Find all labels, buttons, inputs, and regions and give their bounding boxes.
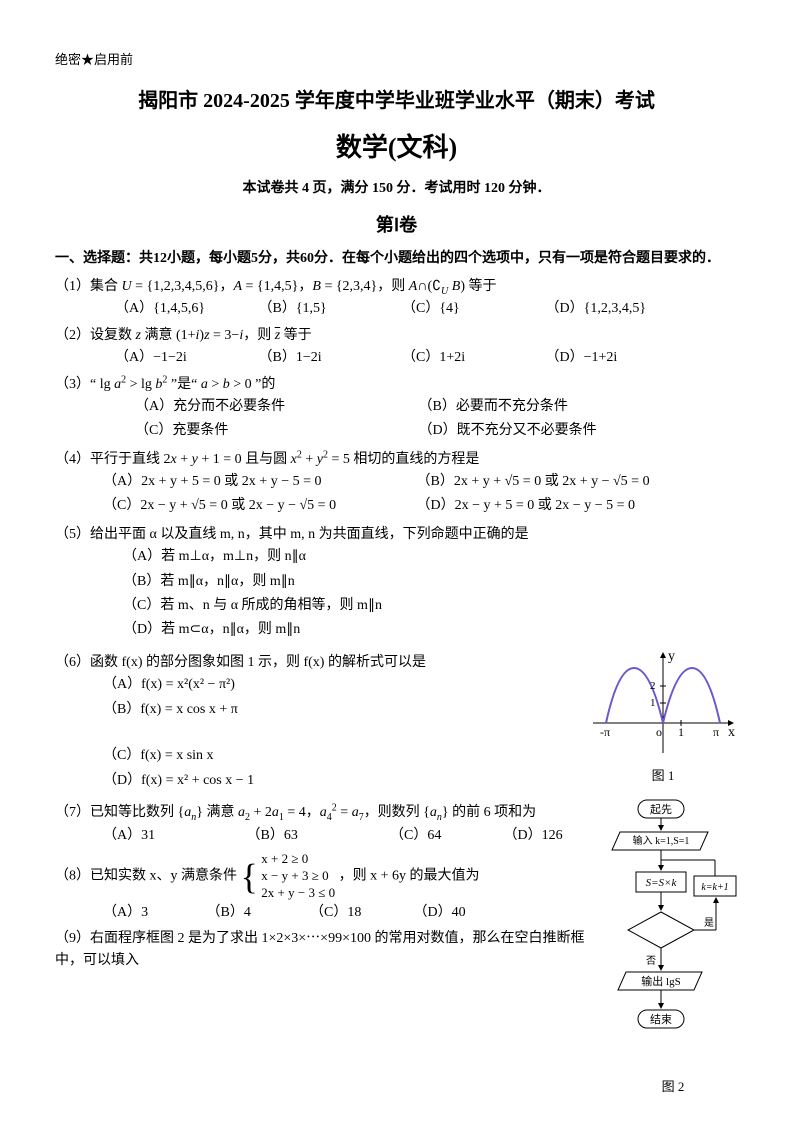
q8-lead: （8）已知实数 x、y 满意条件 xyxy=(55,869,237,884)
q6-opt-c: （C）f(x) = x sin x xyxy=(103,745,413,767)
svg-text:结束: 结束 xyxy=(650,1013,672,1026)
svg-text:S=S×k: S=S×k xyxy=(646,877,678,889)
exam-title: 揭阳市 2024-2025 学年度中学毕业班学业水平（期末）考试 xyxy=(55,85,738,117)
question-5: （5）给出平面 α 以及直线 m, n，其中 m, n 为共面直线，下列命题中正… xyxy=(55,524,738,644)
q8-opt-c: （C）18 xyxy=(310,902,410,924)
q7-stem: （7）已知等比数列 {an} 满意 a2 + 2a1 = 4，a42 = a7，… xyxy=(55,802,602,824)
figure-1: x y -π o 1 π 1 2 图 1 xyxy=(588,648,738,787)
q1-opt-c: （C）{4} xyxy=(402,298,542,320)
q2-opt-d: （D）−1+2i xyxy=(546,347,686,369)
q4-opt-c: （C）2x − y + √5 = 0 或 2x − y − √5 = 0 xyxy=(103,495,413,517)
q2-opt-b: （B）1−2i xyxy=(259,347,399,369)
q9-stem: （9）右面程序框图 2 是为了求出 1×2×3×⋯×99×100 的常用对数值，… xyxy=(55,928,602,973)
q4-opt-b: （B）2x + y + √5 = 0 或 2x + y − √5 = 0 xyxy=(417,471,727,493)
q8-cond-1: x + 2 ≥ 0 xyxy=(261,851,308,866)
q5-opt-a: （A）若 m⊥α，m⊥n，则 n∥α xyxy=(123,546,433,568)
q3-opt-a: （A）充分而不必要条件 xyxy=(135,396,415,418)
q2-opt-a: （A）−1−2i xyxy=(115,347,255,369)
question-8: （8）已知实数 x、y 满意条件 { x + 2 ≥ 0 x − y + 3 ≥… xyxy=(55,851,602,924)
svg-text:否: 否 xyxy=(646,955,656,967)
svg-text:o: o xyxy=(656,725,662,739)
svg-text:输出 lgS: 输出 lgS xyxy=(641,974,680,988)
q8-opt-d: （D）40 xyxy=(414,902,504,924)
svg-text:k=k+1: k=k+1 xyxy=(701,882,728,893)
svg-text:x: x xyxy=(728,725,735,740)
question-4: （4）平行于直线 2x + y + 1 = 0 且与圆 x2 + y2 = 5 … xyxy=(55,449,738,520)
figure-1-caption: 图 1 xyxy=(588,766,738,787)
q5-opt-b: （B）若 m∥α，n∥α，则 m∥n xyxy=(123,571,433,593)
q6-opt-b: （B）f(x) = x cos x + π xyxy=(103,699,413,721)
q8-tail: ，则 x + 6y 的最大值为 xyxy=(339,869,480,884)
q8-cond-2: x − y + 3 ≥ 0 xyxy=(261,868,328,883)
q1-stem: （1）集合 U = {1,2,3,4,5,6}，A = {1,4,5}，B = … xyxy=(55,276,738,298)
q6-opt-d: （D）f(x) = x² + cos x − 1 xyxy=(103,770,413,792)
q8-stem: （8）已知实数 x、y 满意条件 { x + 2 ≥ 0 x − y + 3 ≥… xyxy=(55,851,602,902)
q2-stem: （2）设复数 z 满意 (1+i)z = 3−i，则 z 等于 xyxy=(55,325,738,347)
subject-title: 数学(文科) xyxy=(55,127,738,169)
q7-opt-b: （B）63 xyxy=(247,825,387,847)
q8-opt-a: （A）3 xyxy=(103,902,203,924)
exam-info: 本试卷共 4 页，满分 150 分．考试用时 120 分钟． xyxy=(55,178,738,200)
q7-opt-d: （D）126 xyxy=(504,825,594,847)
figure-2: 起先 输入 k=1,S=1 S=S×k 是 k=k+1 否 输 xyxy=(608,798,738,1097)
q7-opt-c: （C）64 xyxy=(390,825,500,847)
figure-2-caption: 图 2 xyxy=(608,1077,738,1098)
svg-text:是: 是 xyxy=(704,917,714,929)
q2-opt-c: （C）1+2i xyxy=(402,347,542,369)
q5-opt-d: （D）若 m⊂α，n∥α，则 m∥n xyxy=(123,619,433,641)
question-7: （7）已知等比数列 {an} 满意 a2 + 2a1 = 4，a42 = a7，… xyxy=(55,802,602,847)
q8-opt-b: （B）4 xyxy=(207,902,307,924)
svg-text:输入 k=1,S=1: 输入 k=1,S=1 xyxy=(633,834,690,847)
q8-cond-3: 2x + y − 3 ≤ 0 xyxy=(261,885,335,900)
q3-opt-b: （B）必要而不充分条件 xyxy=(419,396,699,418)
svg-text:y: y xyxy=(668,649,675,664)
q4-opt-d: （D）2x − y + 5 = 0 或 2x − y − 5 = 0 xyxy=(417,495,727,517)
q4-opt-a: （A）2x + y + 5 = 0 或 2x + y − 5 = 0 xyxy=(103,471,413,493)
q1-opt-d: （D）{1,2,3,4,5} xyxy=(546,298,686,320)
question-2: （2）设复数 z 满意 (1+i)z = 3−i，则 z 等于 （A）−1−2i… xyxy=(55,325,738,370)
svg-text:1: 1 xyxy=(650,697,656,709)
q3-stem: （3）“ lg a2 > lg b2 ”是“ a > b > 0 ”的 xyxy=(55,374,738,396)
question-3: （3）“ lg a2 > lg b2 ”是“ a > b > 0 ”的 （A）充… xyxy=(55,374,738,445)
q1-opt-a: （A）{1,4,5,6} xyxy=(115,298,255,320)
svg-text:起先: 起先 xyxy=(650,803,672,816)
question-9: （9）右面程序框图 2 是为了求出 1×2×3×⋯×99×100 的常用对数值，… xyxy=(55,928,602,973)
svg-text:π: π xyxy=(713,725,719,739)
q5-stem: （5）给出平面 α 以及直线 m, n，其中 m, n 为共面直线，下列命题中正… xyxy=(55,524,738,546)
part-label: 第Ⅰ卷 xyxy=(55,211,738,240)
section-heading: 一、选择题：共12小题，每小题5分，共60分．在每个小题给出的四个选项中，只有一… xyxy=(55,248,738,270)
q7-opt-a: （A）31 xyxy=(103,825,243,847)
q3-opt-d: （D）既不充分又不必要条件 xyxy=(419,420,699,442)
svg-text:-π: -π xyxy=(600,725,610,739)
secrecy-label: 绝密★启用前 xyxy=(55,50,738,71)
question-6: （6）函数 f(x) 的部分图象如图 1 示，则 f(x) 的解析式可以是 （A… xyxy=(55,652,582,794)
svg-text:1: 1 xyxy=(678,725,684,739)
svg-text:2: 2 xyxy=(650,680,656,692)
question-1: （1）集合 U = {1,2,3,4,5,6}，A = {1,4,5}，B = … xyxy=(55,276,738,321)
q6-opt-a: （A）f(x) = x²(x² − π²) xyxy=(103,674,413,696)
q4-stem: （4）平行于直线 2x + y + 1 = 0 且与圆 x2 + y2 = 5 … xyxy=(55,449,738,471)
q5-opt-c: （C）若 m、n 与 α 所成的角相等，则 m∥n xyxy=(123,595,433,617)
q3-opt-c: （C）充要条件 xyxy=(135,420,415,442)
q6-stem: （6）函数 f(x) 的部分图象如图 1 示，则 f(x) 的解析式可以是 xyxy=(55,652,582,674)
q1-opt-b: （B）{1,5} xyxy=(259,298,399,320)
